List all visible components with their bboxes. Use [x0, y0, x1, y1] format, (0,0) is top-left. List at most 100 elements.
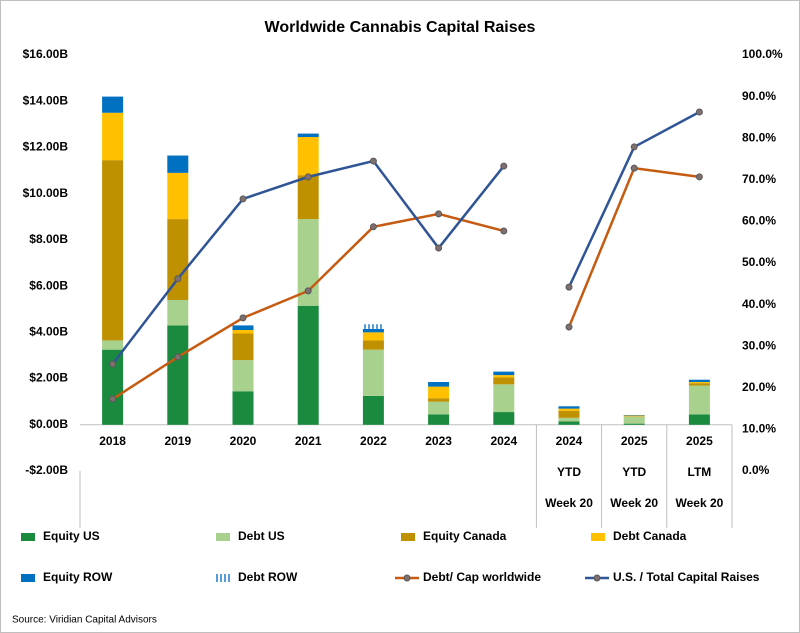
y-tick-label: $0.00B: [29, 417, 68, 431]
x-tick-label: 2025: [621, 434, 648, 448]
bar-segment: [167, 172, 189, 220]
bar-segment: [167, 219, 189, 300]
bar-segment: [362, 324, 384, 329]
line-point: [500, 227, 508, 235]
y-tick-label: $2.00B: [29, 371, 68, 385]
line-point: [109, 360, 117, 368]
bar-segment: [297, 133, 319, 138]
bar-segment: [362, 340, 384, 350]
legend-label: U.S. / Total Capital Raises: [613, 570, 760, 584]
x-tick-label: Week 20: [675, 496, 723, 510]
bar-segment: [362, 328, 384, 333]
y-tick-label: $6.00B: [29, 278, 68, 292]
line-point: [630, 164, 638, 172]
bar-segment: [232, 360, 254, 392]
x-tick-label: 2021: [295, 434, 322, 448]
x-tick-label: 2025: [686, 434, 713, 448]
bar-segment: [232, 391, 254, 425]
y-tick-label: $8.00B: [29, 232, 68, 246]
legend-label: Debt ROW: [238, 570, 298, 584]
line-point: [369, 157, 377, 165]
legend-swatch: [21, 533, 35, 541]
line-point: [239, 314, 247, 322]
bar-segment: [428, 401, 450, 415]
legend-label: Equity US: [43, 529, 100, 543]
y-tick-label: $16.00B: [23, 47, 69, 61]
x-tick-label: YTD: [557, 465, 581, 479]
chart-title: Worldwide Cannabis Capital Raises: [265, 19, 536, 36]
bar-segment: [297, 305, 319, 425]
y-tick-label: $12.00B: [23, 140, 69, 154]
line-point: [565, 283, 573, 291]
bar-segment: [493, 371, 515, 376]
bar-segment: [428, 382, 450, 387]
line-point: [239, 195, 247, 203]
bar-segment: [232, 333, 254, 361]
bar-segment: [297, 175, 319, 220]
x-tick-label: LTM: [688, 465, 712, 479]
x-tick-label: Week 20: [545, 496, 593, 510]
bar-segment: [428, 414, 450, 425]
bar-segment: [688, 383, 710, 386]
y2-tick-label: 0.0%: [742, 463, 770, 477]
bar-segment: [362, 349, 384, 396]
y2-tick-label: 70.0%: [742, 172, 776, 186]
line-point: [435, 244, 443, 252]
legend-label: Debt US: [238, 529, 285, 543]
bar-segment: [558, 406, 580, 409]
bar-segment: [688, 385, 710, 415]
legend-label: Debt/ Cap worldwide: [423, 570, 541, 584]
bar-segment: [688, 382, 710, 384]
y2-tick-label: 80.0%: [742, 130, 776, 144]
line-point: [304, 287, 312, 295]
bar-segment: [297, 137, 319, 176]
bar-segment: [623, 415, 645, 417]
y2-tick-label: 60.0%: [742, 214, 776, 228]
bar-segment: [688, 414, 710, 425]
legend-swatch: [216, 533, 230, 541]
legend-label: Debt Canada: [613, 529, 687, 543]
bar-segment: [493, 375, 515, 378]
line-point: [304, 173, 312, 181]
line-point: [630, 143, 638, 151]
legend-swatch: [591, 533, 605, 541]
bar-segment: [102, 349, 124, 425]
line-point: [695, 173, 703, 181]
x-tick-label: YTD: [622, 465, 646, 479]
line-point: [174, 353, 182, 361]
line-point: [500, 162, 508, 170]
line-point: [174, 275, 182, 283]
bar-segment: [688, 379, 710, 383]
bar-segment: [102, 96, 124, 113]
bar-segment: [493, 384, 515, 413]
bar-segment: [493, 412, 515, 425]
bar-segment: [558, 410, 580, 418]
bar-segment: [102, 112, 124, 161]
legend-swatch: [21, 574, 35, 582]
x-tick-label: 2020: [230, 434, 257, 448]
y2-tick-label: 20.0%: [742, 380, 776, 394]
bar-segment: [167, 325, 189, 425]
bar-segment: [623, 416, 645, 424]
bar-segment: [623, 423, 645, 425]
x-tick-label: 2024: [556, 434, 583, 448]
y-tick-label: $4.00B: [29, 325, 68, 339]
bar-segment: [558, 417, 580, 422]
bar-segment: [493, 377, 515, 385]
bar-segment: [362, 395, 384, 425]
y2-tick-label: 40.0%: [742, 297, 776, 311]
y-tick-label: $10.00B: [23, 186, 69, 200]
y2-tick-label: 50.0%: [742, 255, 776, 269]
legend-label: Equity Canada: [423, 529, 507, 543]
legend-swatch: [593, 574, 601, 582]
x-tick-label: Week 20: [610, 496, 658, 510]
x-tick-label: 2024: [490, 434, 517, 448]
line-point: [565, 323, 573, 331]
legend-label: Equity ROW: [43, 570, 113, 584]
y2-tick-label: 90.0%: [742, 89, 776, 103]
bar-segment: [232, 330, 254, 334]
line-point: [695, 108, 703, 116]
y-tick-label: $14.00B: [23, 93, 69, 107]
bar-segment: [558, 408, 580, 411]
